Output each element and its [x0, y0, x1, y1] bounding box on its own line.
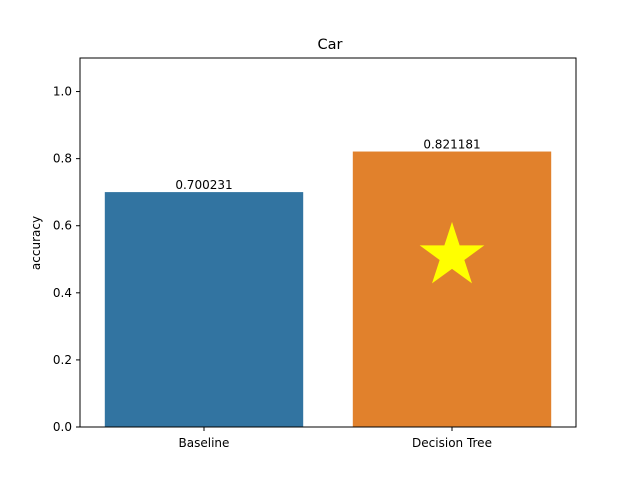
y-tick-label: 1.0 [53, 85, 72, 99]
chart-title: Car [318, 37, 343, 53]
x-tick-label: Decision Tree [412, 436, 492, 450]
y-tick-label: 0.2 [53, 353, 72, 367]
y-axis-label: accuracy [29, 216, 43, 270]
plot-frame [79, 57, 577, 428]
star-icon [419, 221, 485, 284]
data-label-2: 0.821181 [423, 138, 480, 152]
y-tick-label: 0.0 [53, 420, 72, 434]
data-label-1: 0.700231 [175, 178, 232, 192]
y-tick-label: 0.8 [53, 152, 72, 166]
bar-1 [104, 192, 304, 427]
y-tick-label: 0.6 [53, 219, 72, 233]
bar-2 [352, 151, 552, 427]
y-tick-label: 0.4 [53, 286, 72, 300]
x-tick-label: Baseline [179, 436, 230, 450]
